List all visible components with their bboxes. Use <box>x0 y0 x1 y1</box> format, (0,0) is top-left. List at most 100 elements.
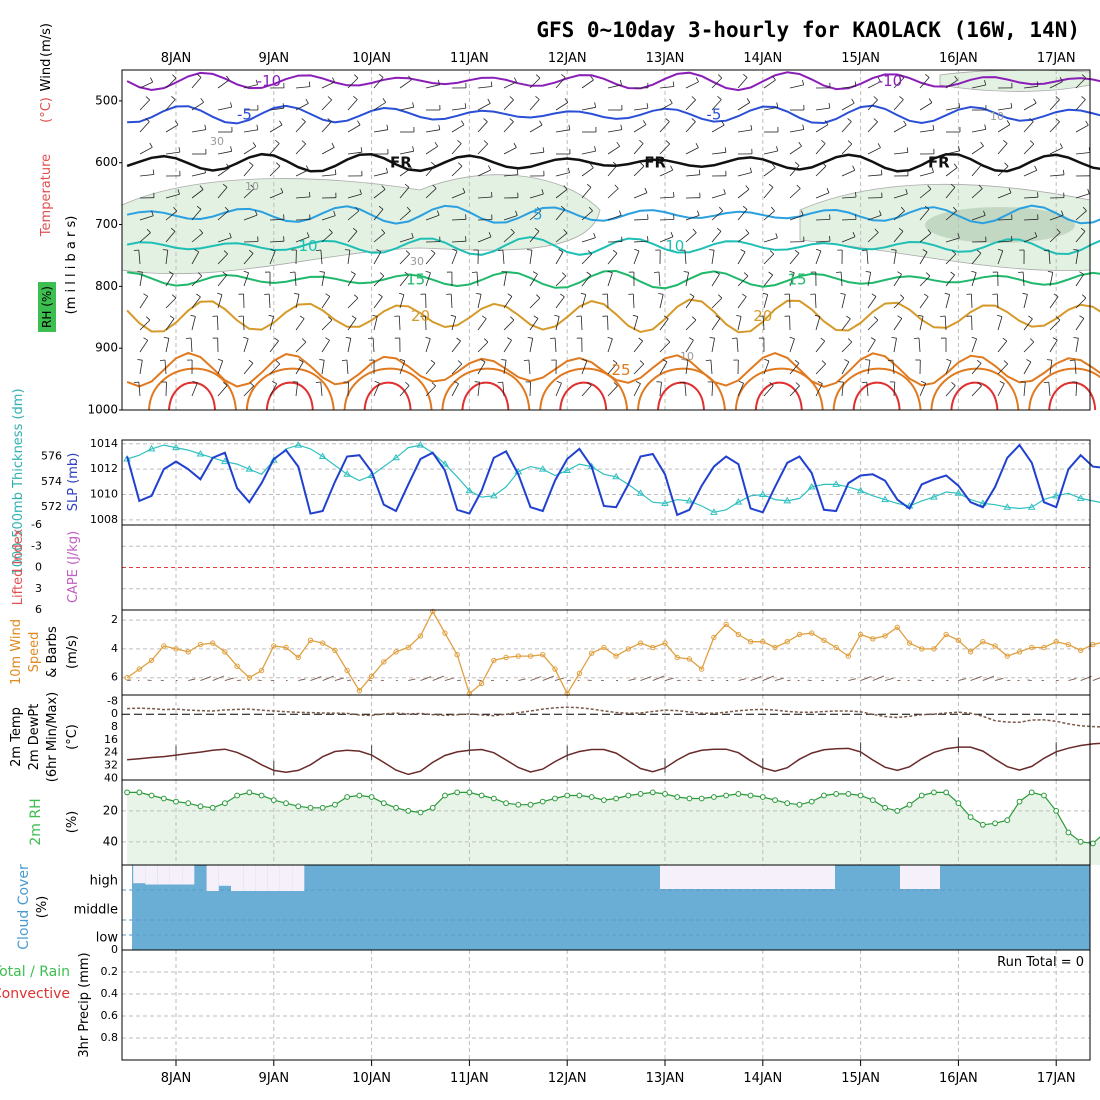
wind-barb <box>269 363 281 375</box>
wind-barb <box>971 252 982 265</box>
wind-barb-flag <box>412 146 415 152</box>
wind-barb-flag <box>846 315 851 320</box>
wind-barb-flag <box>580 292 586 295</box>
wind-barb-flag <box>280 187 284 193</box>
thickness-point <box>172 443 180 451</box>
wind-barb <box>685 215 700 221</box>
wind-barb <box>919 275 931 287</box>
wind-barb-flag <box>900 294 905 299</box>
wind-barb-flag <box>594 102 597 108</box>
ylabel-wind-speed: Speed <box>27 632 42 673</box>
wind-barb <box>529 77 541 89</box>
surface-wind-barb <box>994 677 1004 682</box>
wind-speed-point <box>857 631 864 638</box>
wind-barb-flag <box>1029 338 1035 343</box>
wind-speed-point <box>393 649 399 655</box>
wind-barb-flag <box>588 206 593 212</box>
wind-barb <box>1023 318 1033 331</box>
wind-barb-flag <box>200 97 205 103</box>
wind-barb-flag <box>568 124 571 130</box>
thickness-point <box>318 452 327 459</box>
wind-barb <box>737 275 749 287</box>
wind-barb-flag <box>376 249 382 253</box>
date-label-top: 10JAN <box>352 51 391 66</box>
wind-barb <box>658 271 661 287</box>
wind-barb <box>711 193 726 199</box>
temp-tick-label: -8 <box>107 694 118 707</box>
isotherm-label: FR <box>390 154 412 172</box>
wind-barb <box>165 210 178 221</box>
wind-barb <box>971 165 982 177</box>
wind-barb <box>295 196 311 199</box>
wind-barb <box>346 359 349 375</box>
wind-barb <box>737 188 750 199</box>
ylabel-lifted-index: Lifted Index <box>11 528 26 605</box>
wind-speed-point <box>906 640 913 646</box>
wind-barb-flag <box>327 118 332 122</box>
isotherm-25-loop <box>343 367 433 411</box>
wind-barb-flag <box>145 96 150 101</box>
wind-barb <box>321 319 333 331</box>
rh-legend-swatch <box>38 282 56 332</box>
wind-barb-flag <box>516 169 519 175</box>
wind-speed-point <box>271 643 277 649</box>
wind-barb-flag <box>379 272 385 277</box>
wind-barb-flag <box>820 337 825 342</box>
wind-barb <box>711 338 715 353</box>
wind-barb-flag <box>931 167 934 173</box>
rh-point <box>588 794 595 800</box>
wind-barb <box>919 77 930 89</box>
wind-barb <box>711 381 714 397</box>
wind-barb-flag <box>689 293 695 297</box>
wind-barb <box>476 271 479 287</box>
ylabel-thickness: 1000-500mb Thickness (dm) <box>11 388 26 575</box>
wind-barb <box>528 359 531 375</box>
rh-point <box>967 814 974 820</box>
wind-barb-flag <box>510 228 515 233</box>
wind-barb <box>347 381 349 397</box>
wind-barb-flag <box>354 74 359 79</box>
wind-barb-flag <box>353 294 359 299</box>
wind-barb <box>607 272 613 287</box>
wind-barb-flag <box>178 147 181 153</box>
wind-barb-flag <box>510 316 515 321</box>
wind-barb <box>347 124 361 133</box>
rh-point <box>393 804 399 811</box>
wind-barb <box>191 129 206 133</box>
wind-barb <box>945 237 960 243</box>
wind-barb-flag <box>946 358 952 362</box>
wind-barb-flag <box>450 314 456 317</box>
wind-barb <box>841 143 853 155</box>
thickness-point <box>832 480 841 487</box>
wind-barb-flag <box>775 233 778 239</box>
ylabel-wind: Wind <box>39 59 54 92</box>
wind-barb <box>217 237 232 243</box>
wind-barb <box>165 231 176 243</box>
rh-point <box>564 792 571 799</box>
wind-barb-flag <box>1008 188 1012 194</box>
wind-barb-flag <box>927 185 932 190</box>
wind-barb <box>399 274 410 287</box>
wind-barb-flag <box>1006 120 1011 125</box>
wind-barb-flag <box>146 316 151 321</box>
wind-barb-flag <box>847 118 852 122</box>
wind-barb-flag <box>613 382 618 387</box>
wind-barb-flag <box>480 359 486 363</box>
date-label-top: 14JAN <box>743 51 782 66</box>
wind-barb <box>347 151 362 155</box>
wind-barb-flag <box>874 228 879 233</box>
date-label-bottom: 9JAN <box>259 1071 290 1086</box>
wind-barb-flag <box>1069 359 1075 361</box>
wind-barb <box>607 188 619 199</box>
thickness-point <box>1076 494 1085 501</box>
wind-barb <box>763 79 776 89</box>
rh-point <box>759 794 766 800</box>
wind-speed-point <box>955 637 962 643</box>
wind-barb <box>607 145 620 155</box>
wind-barb <box>1075 210 1087 221</box>
wind-barb-flag <box>488 232 492 238</box>
rh-point <box>442 792 448 799</box>
wind-barb-flag <box>1060 210 1064 216</box>
wind-barb-flag <box>769 381 774 386</box>
wind-barb-flag <box>794 249 800 254</box>
